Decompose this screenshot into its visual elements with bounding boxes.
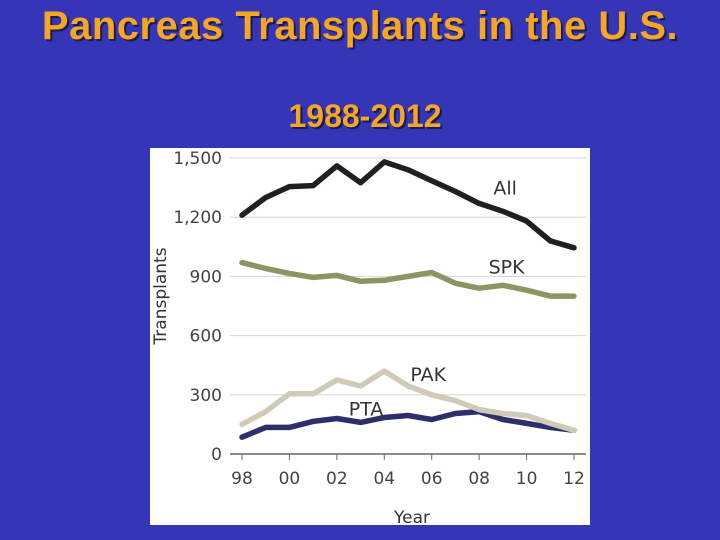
slide-title: Pancreas Transplants in the U.S. bbox=[41, 4, 679, 48]
series-label-spk: SPK bbox=[489, 257, 526, 279]
series-label-pta: PTA bbox=[349, 399, 384, 421]
series-label-all: All bbox=[493, 178, 517, 200]
y-tick-label: 1,200 bbox=[173, 208, 222, 228]
y-tick-label: 0 bbox=[211, 445, 222, 465]
y-tick-label: 900 bbox=[190, 267, 222, 287]
chart-panel: 0 300 600 900 1,200 1,500 98 00 02 04 06 08 10 12 Al… bbox=[150, 148, 590, 528]
x-tick-label: 10 bbox=[516, 469, 538, 489]
x-tick-label: 06 bbox=[421, 469, 443, 489]
line-chart: 0 300 600 900 1,200 1,500 98 00 02 04 06 08 10 12 Al… bbox=[151, 149, 586, 528]
series-line-spk bbox=[239, 259, 577, 299]
slide-subtitle: 1988-2012 bbox=[288, 98, 442, 134]
series-line-pak bbox=[239, 368, 577, 434]
y-tick-label: 1,500 bbox=[173, 149, 222, 169]
y-tick-label: 600 bbox=[190, 327, 222, 347]
x-axis-ticks: 98 00 02 04 06 08 10 12 bbox=[231, 454, 585, 489]
series-line-all bbox=[239, 159, 577, 251]
y-tick-label: 300 bbox=[190, 386, 222, 406]
series-labels: All SPK PAK PTA bbox=[349, 178, 525, 421]
x-tick-label: 08 bbox=[468, 469, 490, 489]
x-tick-label: 02 bbox=[326, 469, 348, 489]
grid bbox=[230, 157, 586, 455]
y-axis-label: Transplants bbox=[151, 247, 171, 345]
series-line-pta bbox=[239, 408, 577, 440]
series-label-pak: PAK bbox=[410, 364, 446, 386]
x-tick-label: 12 bbox=[563, 469, 585, 489]
y-axis-ticks: 0 300 600 900 1,200 1,500 bbox=[173, 149, 222, 465]
series-lines bbox=[239, 159, 577, 440]
x-tick-label: 04 bbox=[373, 469, 395, 489]
x-tick-label: 00 bbox=[279, 469, 301, 489]
x-tick-label: 98 bbox=[231, 469, 253, 489]
x-axis-label: Year bbox=[393, 508, 430, 525]
